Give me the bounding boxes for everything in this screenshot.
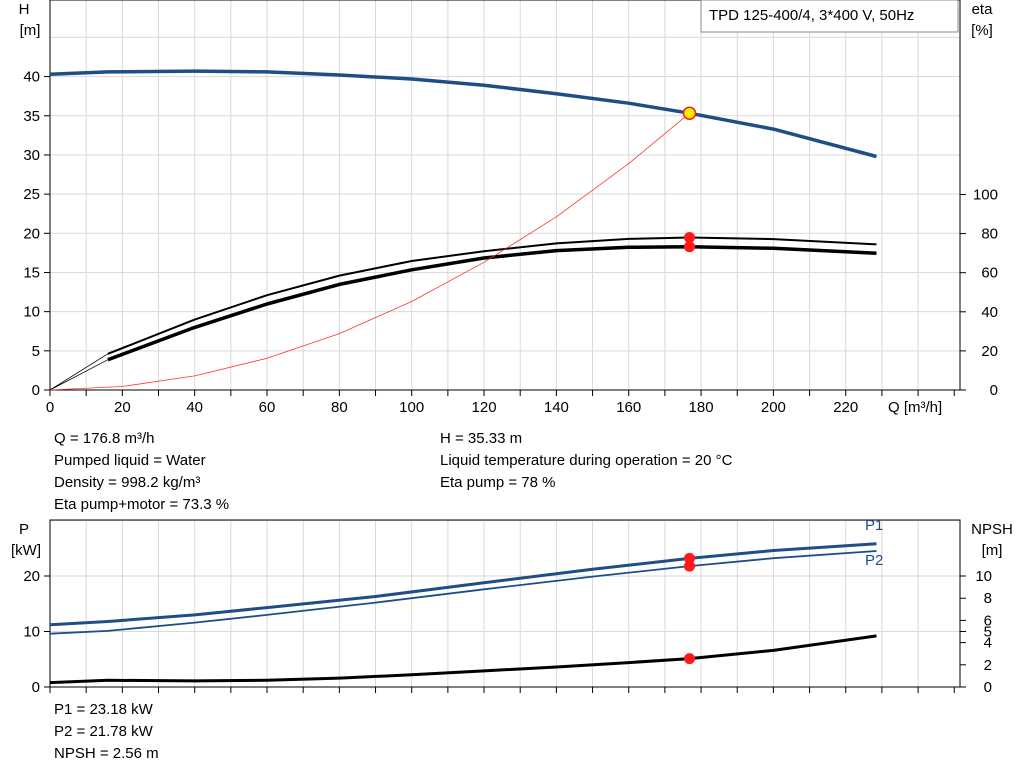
eta-axis-label: eta (972, 1, 994, 18)
left-y-tick-label: 35 (23, 108, 40, 125)
series-line-eta-total (107, 244, 877, 362)
duty-info-right: H = 35.33 m Liquid temperature during op… (440, 428, 732, 494)
right-y-tick-label: 100 (973, 187, 998, 204)
bottom-chart-grid (50, 520, 960, 687)
series-line-eta-pump (107, 236, 877, 355)
x-tick-label: 200 (761, 399, 786, 416)
left-y-tick-label: 40 (23, 69, 40, 86)
top-chart-grid (50, 0, 960, 390)
flow-axis-label: Q [m³/h] (888, 399, 942, 416)
npsh-axis-label: NPSH (971, 521, 1013, 538)
duty-point (683, 241, 695, 253)
series-line-head (49, 69, 877, 159)
series-line-thin (49, 353, 109, 391)
x-tick-label: 140 (544, 399, 569, 416)
power-info: P1 = 23.18 kW P2 = 21.78 kW NPSH = 2.56 … (54, 699, 159, 765)
duty-info-left: Q = 176.8 m³/h Pumped liquid = Water Den… (54, 428, 229, 516)
right-y-tick-label: 20 (981, 343, 998, 360)
left-y-tick-label: 25 (23, 186, 40, 203)
duty-point (683, 552, 695, 564)
duty-point (683, 232, 695, 244)
bottom-chart-ticks: 0 10 20 0 2 456 8 10 (23, 568, 992, 696)
head-value: H = 35.33 m (440, 430, 523, 447)
right-y-tick-label: 80 (981, 226, 998, 243)
duty-point (683, 653, 695, 665)
power-axis-unit: [kW] (11, 542, 41, 559)
right-y-tick-label: 2 (984, 657, 992, 674)
power-axis-label: P (19, 521, 29, 538)
x-tick-label: 160 (616, 399, 641, 416)
p2-series-label: P2 (865, 552, 883, 569)
x-tick-label: 20 (114, 399, 131, 416)
top-chart-series (49, 69, 877, 391)
flow-value: Q = 176.8 m³/h (54, 430, 155, 447)
right-y-tick-label: 10 (975, 568, 992, 585)
x-tick-label: 100 (399, 399, 424, 416)
right-y-tick-label: 6 (984, 612, 992, 629)
bottom-chart-series (49, 542, 877, 685)
x-tick-label: 120 (472, 399, 497, 416)
x-tick-label: 0 (46, 399, 54, 416)
left-y-tick-label: 0 (32, 382, 40, 399)
p2-value: P2 = 21.78 kW (54, 723, 153, 740)
right-y-tick-label: 8 (984, 590, 992, 607)
npsh-axis-unit: [m] (982, 542, 1003, 559)
left-y-tick-label: 10 (23, 304, 40, 321)
top-chart-ticks: 0 20 40 60 80 100 120 140 160 180 200 2200510152025… (23, 69, 998, 416)
x-tick-label: 220 (833, 399, 858, 416)
left-y-tick-label: 5 (32, 343, 40, 360)
x-tick-label: 40 (186, 399, 203, 416)
left-y-tick-label: 15 (23, 264, 40, 281)
series-line-head-thin (49, 71, 108, 75)
right-y-tick-label: 4 (984, 635, 992, 652)
density-value: Density = 998.2 kg/m³ (54, 474, 201, 491)
pumped-liquid: Pumped liquid = Water (54, 452, 206, 469)
left-y-tick-label: 30 (23, 147, 40, 164)
right-y-tick-label: 5 (984, 624, 992, 641)
head-axis-label: H (19, 1, 30, 18)
x-tick-label: 60 (259, 399, 276, 416)
bottom-plot-frame (49, 519, 961, 688)
eta-pump-value: Eta pump = 78 % (440, 474, 556, 491)
right-y-tick-label: 60 (981, 265, 998, 282)
pump-title: TPD 125-400/4, 3*400 V, 50Hz (709, 7, 914, 24)
left-y-tick-label: 0 (32, 679, 40, 696)
right-y-tick-label: 0 (990, 382, 998, 399)
eta-axis-unit: [%] (971, 22, 993, 39)
right-y-tick-label: 0 (984, 679, 992, 696)
eta-pump-motor-value: Eta pump+motor = 73.3 % (54, 496, 230, 513)
left-y-tick-label: 20 (23, 225, 40, 242)
head-axis-unit: [m] (20, 22, 41, 39)
x-tick-label: 80 (331, 399, 348, 416)
x-tick-label: 180 (689, 399, 714, 416)
duty-point (683, 560, 695, 572)
p1-series-label: P1 (865, 517, 883, 534)
title-box (700, 0, 959, 33)
right-y-tick-label: 40 (981, 304, 998, 321)
series-line-p1 (49, 542, 877, 627)
series-line-system (49, 112, 690, 391)
series-line-p2 (49, 550, 877, 635)
left-y-tick-label: 10 (23, 624, 40, 641)
liquid-temperature: Liquid temperature during operation = 20… (440, 452, 733, 469)
series-line-thin (49, 359, 109, 391)
p1-value: P1 = 23.18 kW (54, 701, 153, 718)
series-line-npsh (49, 634, 877, 685)
left-y-tick-label: 20 (23, 568, 40, 585)
duty-point-head (682, 106, 697, 120)
npsh-value: NPSH = 2.56 m (54, 745, 159, 762)
